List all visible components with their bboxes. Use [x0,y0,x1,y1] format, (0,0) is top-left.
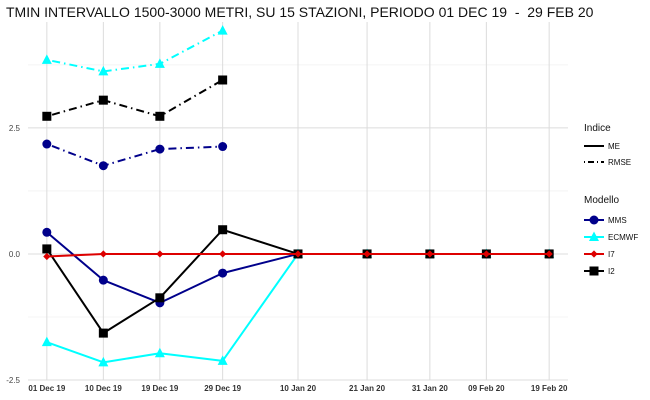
y-tick-label: -2.5 [6,376,20,385]
legend-models: MMS ECMWF I7 I2 [584,215,638,276]
data-point [156,250,164,258]
legend-label-me: ME [608,142,620,151]
x-tick-label: 09 Feb 20 [468,384,505,393]
y-tick-label: 2.5 [9,124,21,133]
series-i7-me [43,250,553,261]
series-line [46,29,224,73]
legend-label-ecmwf: ECMWF [608,233,638,242]
grid [28,22,568,381]
y-axis: -2.5 0.0 2.5 [6,124,20,385]
data-point [363,250,371,258]
legend-title-indice: Indice [584,123,611,134]
data-point [217,25,228,35]
data-point [219,250,227,258]
data-point [99,250,107,258]
data-point [218,268,228,278]
x-tick-label: 01 Dec 19 [28,384,65,393]
data-point [41,54,52,64]
legend-marker-i7 [590,250,598,258]
chart-title: TMIN INTERVALLO 1500-3000 METRI, SU 15 S… [6,4,594,20]
data-point [482,250,490,258]
x-tick-label: 10 Dec 19 [85,384,122,393]
data-point [98,328,108,338]
legend-title-modello: Modello [584,195,619,206]
legend-label-rmse: RMSE [608,158,631,167]
data-point [218,142,228,152]
data-point [98,275,108,285]
legend-label-i2: I2 [608,267,615,276]
x-tick-label: 31 Jan 20 [412,384,449,393]
data-point [98,356,109,367]
data-point [218,225,228,235]
legend-marker-i2 [589,266,599,276]
data-point [218,75,228,85]
data-point [98,161,108,171]
series-mms-rmse [42,139,228,171]
y-tick-label: 0.0 [9,250,21,259]
data-point [42,244,52,254]
legend-label-i7: I7 [608,250,615,259]
data-point [154,58,165,68]
series-line [46,143,223,167]
data-point [43,252,51,261]
data-point [545,250,553,258]
data-point [155,293,165,303]
x-tick-label: 19 Dec 19 [141,384,178,393]
data-point [217,355,228,365]
data-point [42,139,52,149]
series-line [46,79,224,118]
series-group [41,25,555,367]
data-point [155,144,165,154]
series-ecmwf-rmse [41,25,228,76]
x-tick-label: 21 Jan 20 [349,384,386,393]
legend-marker-mms [589,215,599,225]
x-tick-label: 19 Feb 20 [531,384,568,393]
data-point [426,250,434,258]
x-tick-label: 10 Jan 20 [280,384,317,393]
legend: Indice ME RMSE Modello MMS ECMWF I7 I2 [584,123,638,276]
data-point [42,227,52,237]
data-point [41,336,52,347]
series-i2-rmse [42,75,228,121]
legend-label-mms: MMS [608,216,627,225]
x-axis: 01 Dec 19 10 Dec 19 19 Dec 19 29 Dec 19 10 J… [28,384,568,393]
data-point [98,65,109,76]
data-point [294,250,302,258]
x-tick-label: 29 Dec 19 [204,384,241,393]
data-point [154,347,165,358]
data-point [98,95,108,105]
data-point [42,111,52,121]
data-point [155,111,165,121]
legend-marker-ecmwf [589,231,599,241]
